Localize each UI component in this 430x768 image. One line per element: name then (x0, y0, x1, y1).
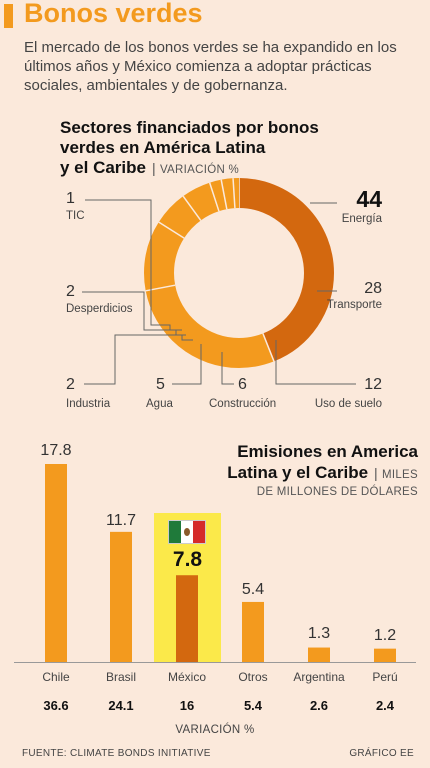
bar-value-mexico: 7.8 (172, 548, 203, 571)
intro-text: El mercado de los bonos verdes se ha exp… (24, 39, 397, 94)
label-desperdicios-name: Desperdicios (66, 303, 133, 315)
category-peru: Perú (372, 670, 398, 684)
label-agua-value: 5 (156, 376, 165, 393)
bar-subtitle-a: MILES (381, 469, 418, 481)
bar-title-line2: Latina y el Caribe (227, 463, 369, 482)
page-title: Bonos verdes (24, 0, 203, 28)
variation-peru: 2.4 (375, 698, 395, 713)
bar-value-argentina: 1.3 (307, 625, 331, 642)
bar-chart-title: Emisiones en America Latina y el Caribe |… (170, 441, 418, 486)
label-uso-suelo-name: Uso de suelo (314, 398, 382, 410)
donut-title-line2: verdes en América Latina (60, 138, 266, 157)
label-energia-name: Energía (341, 213, 382, 225)
donut-slice-separator (262, 333, 275, 362)
leader-line-tic (85, 199, 182, 331)
label-uso-suelo-value: 12 (364, 376, 382, 393)
leader-line-industria (84, 334, 193, 385)
donut-slice-separator (232, 178, 236, 209)
credit-note: GRÁFICO EE (349, 748, 414, 759)
leader-line-desperdicios (82, 291, 186, 336)
label-construccion-name: Construcción (209, 398, 277, 410)
leader-line-agua (172, 344, 202, 385)
donut-slice-separator (208, 182, 220, 212)
bar-subtitle-b: DE MILLONES DE DÓLARES (256, 486, 418, 498)
bar-value-chile: 17.8 (40, 442, 72, 459)
variation-otros: 5.4 (243, 698, 263, 713)
bar-value-otros: 5.4 (241, 581, 265, 598)
label-agua-name: Agua (146, 398, 173, 410)
bar-value-peru: 1.2 (373, 627, 397, 644)
variation-argentina: 2.6 (309, 698, 329, 713)
leader-line-construccion (221, 352, 234, 385)
variation-label: VARIACIÓN % (175, 724, 255, 736)
label-industria-name: Industria (66, 398, 111, 410)
donut-slice-uso-de-suelo (144, 178, 334, 368)
source-note: FUENTE: CLIMATE BONDS INITIATIVE (22, 748, 211, 759)
label-energia-value: 44 (356, 186, 382, 212)
bar-title-line1: Emisiones en America (237, 442, 418, 461)
donut-subtitle: VARIACIÓN % (159, 164, 240, 176)
donut-chart (82, 178, 356, 385)
variation-brasil: 24.1 (108, 698, 134, 713)
variation-chile: 36.6 (43, 698, 69, 713)
category-mexico: México (167, 670, 206, 684)
bar-otros (242, 601, 264, 662)
label-transporte-value: 28 (364, 280, 382, 297)
category-chile: Chile (42, 670, 70, 684)
variation-mexico: 16 (179, 698, 195, 713)
donut-chart-title: Sectores financiados por bonos verdes en… (60, 118, 360, 180)
category-otros: Otros (238, 670, 268, 684)
donut-slice-transporte (144, 178, 334, 368)
label-tic-value: 1 (66, 190, 75, 207)
label-desperdicios-value: 2 (66, 283, 75, 300)
bar-méxico (176, 575, 198, 662)
bar-chile (45, 464, 67, 662)
mexico-flag-icon (168, 520, 206, 544)
bar-value-brasil: 11.7 (106, 512, 136, 529)
donut-slice-tic (144, 178, 334, 368)
donut-title-line1: Sectores financiados por bonos (60, 118, 319, 137)
category-argentina: Argentina (293, 670, 345, 684)
label-tic-name: TIC (66, 210, 85, 222)
donut-title-line3: y el Caribe (60, 158, 146, 177)
label-transporte-name: Transporte (326, 299, 382, 311)
label-industria-value: 2 (66, 376, 75, 393)
donut-slice-separator (182, 195, 202, 221)
bar-perú (374, 648, 396, 662)
label-construccion-value: 6 (238, 376, 247, 393)
bar-brasil (110, 531, 132, 662)
category-brasil: Brasil (105, 670, 136, 684)
donut-slice-separator (220, 179, 228, 210)
donut-slice-separator (158, 221, 185, 239)
bar-baseline (14, 662, 416, 663)
bar-argentina (308, 647, 330, 662)
leader-line-uso-suelo (275, 340, 356, 385)
title-accent-bar (4, 4, 13, 28)
